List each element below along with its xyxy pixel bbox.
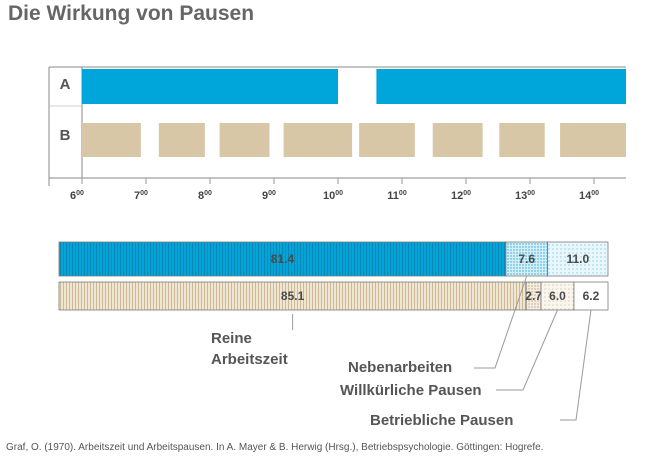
work-segment-B-1 — [82, 123, 141, 157]
work-segment-A-1 — [82, 69, 338, 104]
x-tick-label-7: 700 — [134, 190, 148, 202]
value-label-B-2: 2.7 — [525, 289, 542, 303]
work-segment-B-4 — [283, 123, 353, 157]
value-label-A-3: 11.0 — [566, 252, 589, 266]
leader-line-4 — [560, 309, 592, 421]
x-tick-label-6: 600 — [70, 190, 84, 202]
x-tick-label-10: 1000 — [323, 190, 343, 202]
value-label-B-1: 85.1 — [281, 289, 305, 303]
row-label-B: B — [60, 127, 71, 144]
value-label-A-2: 7.6 — [518, 252, 535, 266]
row-label-A: A — [60, 76, 71, 93]
value-label-A-1: 81.4 — [271, 252, 295, 266]
bar-segment-B-3 — [540, 281, 575, 311]
work-segment-B-7 — [499, 123, 545, 157]
legend-label-1: Reine — [211, 330, 252, 347]
x-tick-label-14: 1400 — [579, 190, 599, 202]
legend-label-2: Nebenarbeiten — [348, 359, 452, 376]
value-label-B-4: 6.2 — [583, 289, 600, 303]
legend-label-4: Betriebliche Pausen — [370, 412, 513, 429]
work-segment-B-8 — [560, 123, 626, 157]
work-segment-B-3 — [219, 123, 270, 157]
legend-label-1b: Arbeitszeit — [211, 351, 288, 368]
x-tick-label-9: 900 — [262, 190, 276, 202]
leader-line-2 — [474, 275, 528, 369]
bar-segment-B-1 — [58, 281, 527, 311]
chart-title: Die Wirkung von Pausen — [8, 2, 255, 25]
x-tick-label-8: 800 — [198, 190, 212, 202]
x-tick-label-12: 1200 — [451, 190, 471, 202]
timeline-chart: A B 600 700 800 900 1000 1100 1200 1300 1400 — [48, 66, 626, 202]
work-segment-A-2 — [376, 69, 626, 104]
bar-segment-B-4 — [573, 281, 609, 311]
legend-label-3: Willkürliche Pausen — [340, 382, 482, 399]
value-label-B-3: 6.0 — [549, 289, 566, 303]
x-tick-label-11: 1100 — [387, 190, 407, 202]
legend: Reine Arbeitszeit Nebenarbeiten Willkürlich… — [211, 275, 592, 429]
work-segment-B-2 — [158, 123, 205, 157]
work-segment-B-6 — [432, 123, 483, 157]
source-citation: Graf, O. (1970). Arbeitszeit und Arbeits… — [6, 442, 544, 453]
stacked-bar-chart: 81.4 7.6 11.0 85.1 2.7 6.0 6.2 — [58, 241, 609, 311]
leader-line-3 — [496, 309, 558, 391]
bar-segment-A-3 — [547, 241, 609, 277]
work-segment-B-5 — [359, 123, 415, 157]
x-tick-label-13: 1300 — [515, 190, 535, 202]
